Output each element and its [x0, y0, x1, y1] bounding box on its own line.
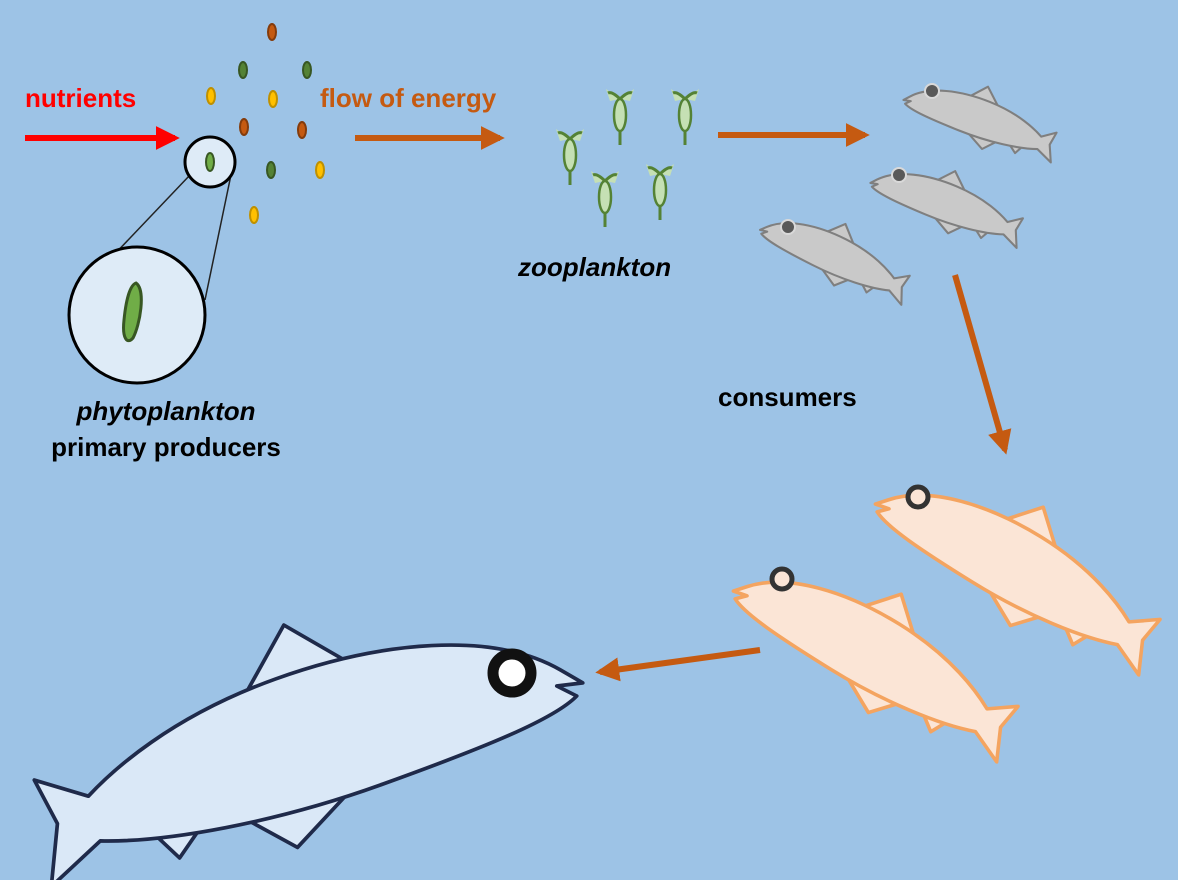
flow-of-energy-label: flow of energy — [320, 83, 497, 113]
zooplankton-label: zooplankton — [517, 252, 671, 282]
consumers-label: consumers — [718, 382, 857, 412]
medium-fish-eyes — [769, 484, 931, 592]
primary-producers-label: primary producers — [51, 432, 281, 462]
phytoplankton-label: phytoplankton — [75, 396, 255, 426]
large-fish-eye — [487, 648, 537, 698]
nutrients-label: nutrients — [25, 83, 136, 113]
energy-arrows — [355, 123, 1012, 682]
phytoplankton-particles — [206, 23, 325, 224]
small-fish-eyes — [780, 83, 940, 235]
magnifier — [67, 135, 237, 385]
